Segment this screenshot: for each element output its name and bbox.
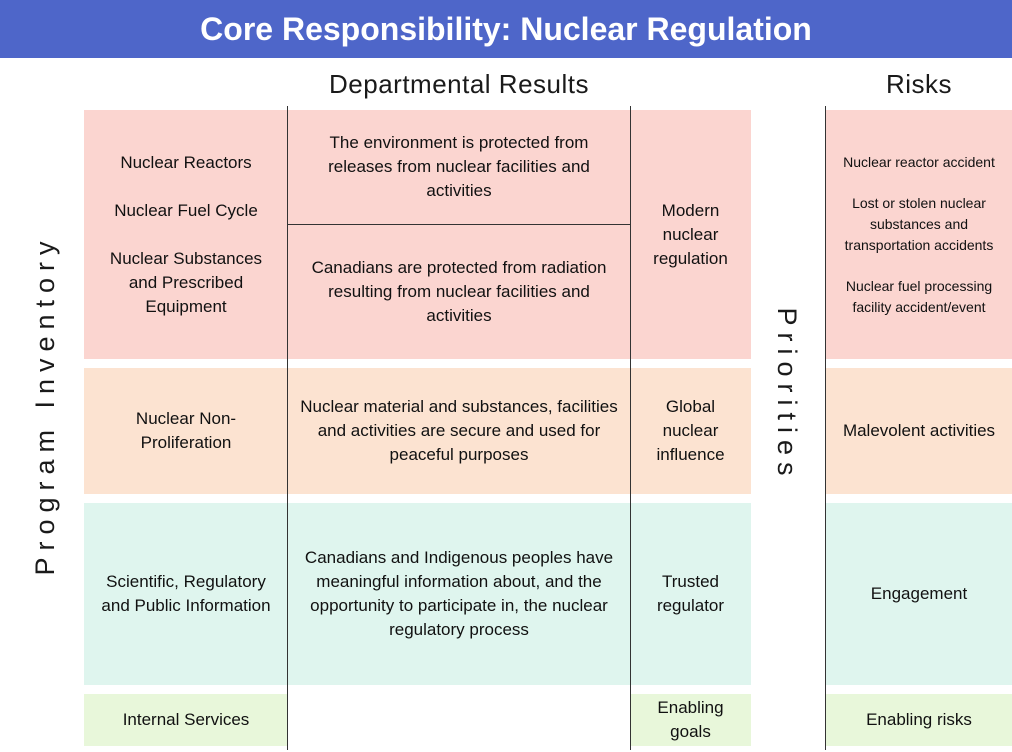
program-nuclear-fuel-cycle: Nuclear Fuel Cycle bbox=[114, 200, 258, 220]
program-scientific-regulatory-information: Scientific, Regulatory and Public Inform… bbox=[84, 503, 288, 685]
risk-enabling-risks: Enabling risks bbox=[826, 694, 1012, 746]
risk-nuclear-reactor-accident: Nuclear reactor accident bbox=[843, 153, 995, 170]
program-internal-services: Internal Services bbox=[84, 694, 288, 746]
risks-heading: Risks bbox=[885, 68, 953, 99]
page-title: Core Responsibility: Nuclear Regulation bbox=[0, 0, 1012, 58]
regulation-programs-cell: Nuclear Reactors Nuclear Fuel Cycle Nucl… bbox=[84, 110, 288, 359]
priority-enabling-goals: Enabling goals bbox=[630, 694, 751, 746]
risk-malevolent-activities: Malevolent activities bbox=[826, 368, 1012, 494]
regulation-risks-cell: Nuclear reactor accident Lost or stolen … bbox=[826, 110, 1012, 359]
program-nuclear-non-proliferation: Nuclear Non-Proliferation bbox=[84, 368, 288, 494]
column-divider-risks bbox=[825, 106, 826, 750]
result-meaningful-information: Canadians and Indigenous peoples have me… bbox=[288, 503, 630, 685]
program-nuclear-reactors: Nuclear Reactors bbox=[120, 152, 252, 172]
priority-trusted-regulator: Trusted regulator bbox=[630, 503, 751, 685]
risk-fuel-processing-accident: Nuclear fuel processing facility acciden… bbox=[845, 277, 993, 315]
program-inventory-label: Program Inventory bbox=[29, 234, 60, 576]
result-environment-protected: The environment is protected from releas… bbox=[288, 110, 630, 224]
departmental-results-heading: Departmental Results bbox=[329, 68, 589, 99]
result-nuclear-material-secure: Nuclear material and substances, facilit… bbox=[288, 368, 630, 494]
column-divider-program-results bbox=[287, 106, 288, 750]
priority-modern-nuclear-regulation: Modern nuclear regulation bbox=[630, 110, 751, 359]
column-divider-results-priorities bbox=[630, 106, 631, 750]
risk-engagement: Engagement bbox=[826, 503, 1012, 685]
row-divider-results bbox=[288, 224, 630, 225]
priority-global-nuclear-influence: Global nuclear influence bbox=[630, 368, 751, 494]
result-canadians-protected: Canadians are protected from radiation r… bbox=[288, 224, 630, 359]
priorities-label: Priorities bbox=[772, 307, 803, 483]
program-nuclear-substances: Nuclear Substances and Prescribed Equipm… bbox=[109, 248, 263, 316]
risk-lost-stolen-substances: Lost or stolen nuclear substances and tr… bbox=[844, 194, 994, 253]
